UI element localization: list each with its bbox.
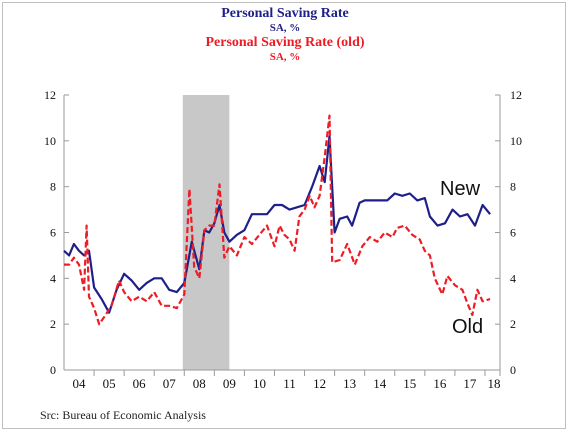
label-new: New [440,178,481,200]
x-tick-label: 10 [253,376,266,391]
y-tick-label-left: 12 [44,88,56,102]
y-tick-label-right: 6 [510,226,516,240]
y-tick-label-right: 4 [510,271,516,285]
x-tick-label: 08 [193,376,206,391]
chart-title: Personal Saving Rate [221,6,349,21]
y-tick-label-left: 6 [50,226,56,240]
y-tick-label-right: 10 [510,134,522,148]
y-tick-label-left: 2 [50,317,56,331]
y-tick-label-right: 0 [510,363,516,377]
x-tick-label: 17 [463,376,477,391]
y-tick-label-left: 4 [50,271,56,285]
y-tick-label-left: 8 [50,180,56,194]
x-tick-label: 09 [223,376,236,391]
x-tick-label: 14 [373,376,387,391]
chart-titles: Personal Saving Rate SA, % Personal Savi… [0,6,570,64]
chart-subtitle: SA, % [269,22,301,34]
y-tick-label-right: 8 [510,180,516,194]
y-tick-label-left: 10 [44,134,56,148]
series-new-line [63,135,491,314]
series-old-line [64,114,491,326]
x-tick-label: 18 [488,376,501,391]
x-tick-label: 04 [73,376,87,391]
y-tick-label-right: 12 [510,88,522,102]
chart-frame [2,2,566,429]
x-tick-label: 07 [163,376,177,391]
x-tick-label: 12 [313,376,326,391]
chart-title-old: Personal Saving Rate (old) [205,35,365,50]
x-tick-label: 06 [133,376,147,391]
x-tick-label: 13 [343,376,356,391]
y-tick-label-left: 0 [50,363,56,377]
x-tick-label: 15 [403,376,416,391]
x-tick-label: 11 [283,376,296,391]
x-tick-label: 05 [103,376,116,391]
label-old: Old [452,316,484,338]
source-note: Src: Bureau of Economic Analysis [40,408,206,422]
chart-subtitle-old: SA, % [269,51,301,63]
y-tick-label-right: 2 [510,317,516,331]
x-tick-label: 16 [433,376,447,391]
